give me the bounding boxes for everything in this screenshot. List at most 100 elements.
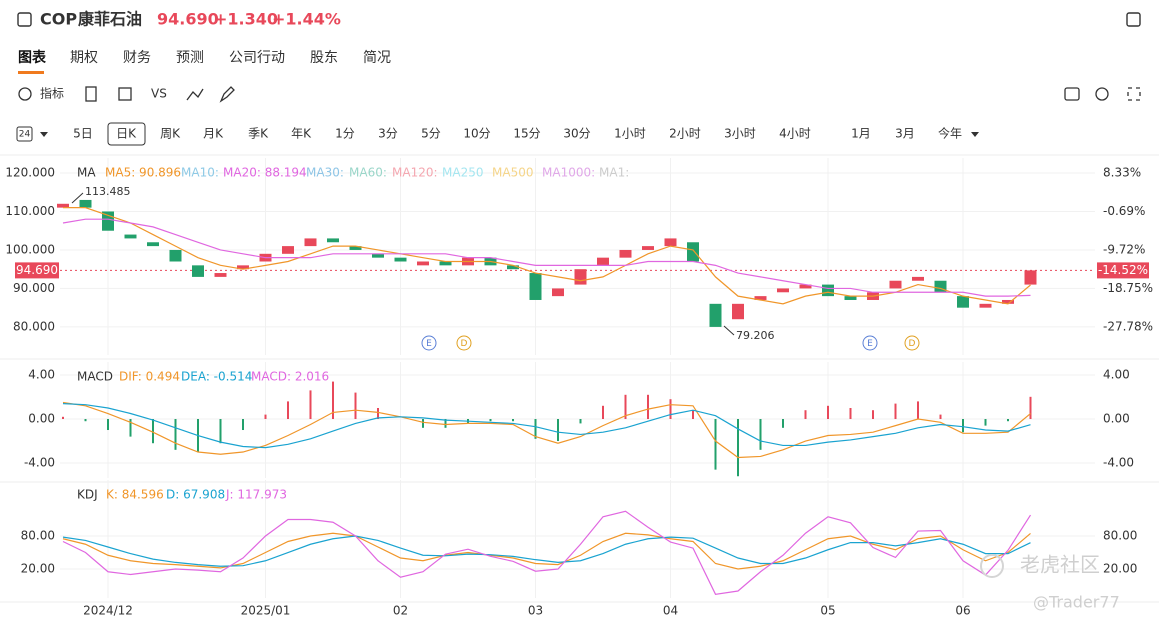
y-tick-label: 4.00 [28, 367, 55, 381]
period-icon-box[interactable] [16, 126, 33, 142]
stock-name: 康菲石油 [78, 10, 142, 29]
period[interactable]: 30分 [563, 127, 590, 141]
legend-entry: MA500 [492, 166, 533, 180]
candle [777, 288, 789, 293]
y-tick-label: 80.00 [21, 529, 55, 543]
macd-bar [939, 414, 942, 420]
period[interactable]: 今年 [938, 126, 962, 141]
period[interactable]: 年K [291, 127, 312, 141]
period[interactable]: 4小时 [779, 127, 811, 141]
period[interactable]: 2小时 [669, 127, 701, 141]
last-price-box [15, 262, 59, 279]
indicator-icon[interactable] [18, 87, 32, 101]
box-icon[interactable] [118, 87, 132, 101]
legend-entry: MA5: 90.896 [105, 166, 181, 180]
macd-bar [129, 419, 132, 437]
y-tick-label: 120.000 [5, 166, 55, 180]
settings-icon[interactable] [1095, 87, 1109, 101]
y-tick-label: 20.00 [21, 562, 55, 576]
period-icon: 24 [19, 130, 31, 140]
period[interactable]: 周K [160, 127, 181, 141]
fullscreen-icon[interactable] [1127, 87, 1141, 101]
y2-tick-label: -0.69% [1103, 204, 1145, 218]
legend-entry: MACD: 2.016 [251, 370, 329, 384]
y2-tick-label: -27.78% [1103, 319, 1153, 333]
candle [282, 246, 294, 254]
candle [349, 246, 362, 250]
legend-entry: MA10: [181, 166, 219, 180]
compare-icon[interactable] [186, 88, 204, 101]
period[interactable]: 日K [116, 127, 137, 141]
tab[interactable]: 图表 [18, 49, 47, 66]
tool[interactable]: VS [151, 87, 167, 101]
last-percent-box [1097, 262, 1149, 279]
macd-bar [984, 419, 987, 426]
candle-icon[interactable] [85, 86, 97, 102]
candle [822, 284, 834, 297]
active-period [107, 122, 146, 146]
tab[interactable]: 股东 [310, 50, 338, 66]
candle [934, 280, 947, 293]
candle [147, 242, 159, 247]
x-tick-label: 2025/01 [241, 604, 291, 618]
period[interactable]: 1月 [851, 127, 871, 141]
period[interactable]: 3分 [378, 127, 398, 141]
series-line [62, 218, 1031, 297]
annotation: 113.485 [85, 185, 131, 198]
tab[interactable]: 公司行动 [229, 50, 285, 66]
series-line [62, 510, 1032, 595]
watermark-logo [980, 554, 1004, 578]
candle [619, 249, 632, 258]
draw-icon[interactable] [219, 86, 235, 103]
tab[interactable]: 期权 [70, 50, 98, 66]
period[interactable]: 3小时 [724, 127, 756, 141]
legend-entry: MA1000: [542, 166, 595, 180]
back-icon[interactable] [17, 12, 32, 27]
y2-tick-label: 4.00 [1103, 367, 1130, 381]
period[interactable]: 15分 [513, 127, 540, 141]
y-tick-label: 90.000 [13, 281, 55, 295]
tab[interactable]: 预测 [176, 50, 204, 66]
collapse-icon[interactable] [1126, 12, 1141, 27]
period[interactable]: 5分 [421, 127, 441, 141]
tab[interactable]: 财务 [123, 50, 151, 66]
legend-entry: MA120: [392, 166, 438, 180]
period[interactable]: 1分 [335, 127, 355, 141]
candle [664, 238, 677, 247]
y2-tick-label: 8.33% [1103, 166, 1141, 180]
camera-icon[interactable] [1064, 87, 1080, 101]
legend-entry: MA [77, 166, 96, 180]
candle [57, 203, 69, 208]
watermark: @Trader77 [1033, 593, 1120, 612]
event-marker[interactable] [862, 335, 878, 351]
x-tick-label: 02 [393, 604, 408, 618]
event-marker[interactable] [904, 335, 920, 351]
event-label: E [867, 339, 873, 349]
period[interactable]: 季K [248, 127, 269, 141]
legend-entry: D: 67.908 [166, 488, 225, 502]
macd-bar [624, 394, 627, 420]
macd-bar [309, 390, 312, 420]
tool[interactable]: 指标 [40, 86, 64, 101]
period[interactable]: 月K [203, 127, 224, 141]
percent: +1.44% [272, 10, 341, 29]
period[interactable]: 3月 [895, 127, 915, 141]
event-marker[interactable] [421, 335, 437, 351]
legend-entry: MA30: [306, 166, 344, 180]
dropdown-arrow [40, 132, 48, 137]
tab[interactable]: 简况 [363, 49, 391, 66]
macd-bar [579, 419, 582, 424]
macd-bar [602, 405, 604, 420]
candle [642, 246, 654, 250]
event-marker[interactable] [456, 335, 472, 351]
period[interactable]: 10分 [463, 127, 490, 141]
period[interactable]: 1小时 [614, 127, 646, 141]
legend-entry: J: 117.973 [225, 488, 287, 502]
y-tick-label: 100.000 [5, 242, 55, 256]
legend-entry: MA60: [349, 166, 387, 180]
macd-bar [84, 419, 87, 422]
candle [507, 265, 519, 270]
period[interactable]: 5日 [73, 127, 93, 141]
candle [124, 234, 137, 239]
legend-entry: MA20: 88.194 [223, 166, 307, 180]
